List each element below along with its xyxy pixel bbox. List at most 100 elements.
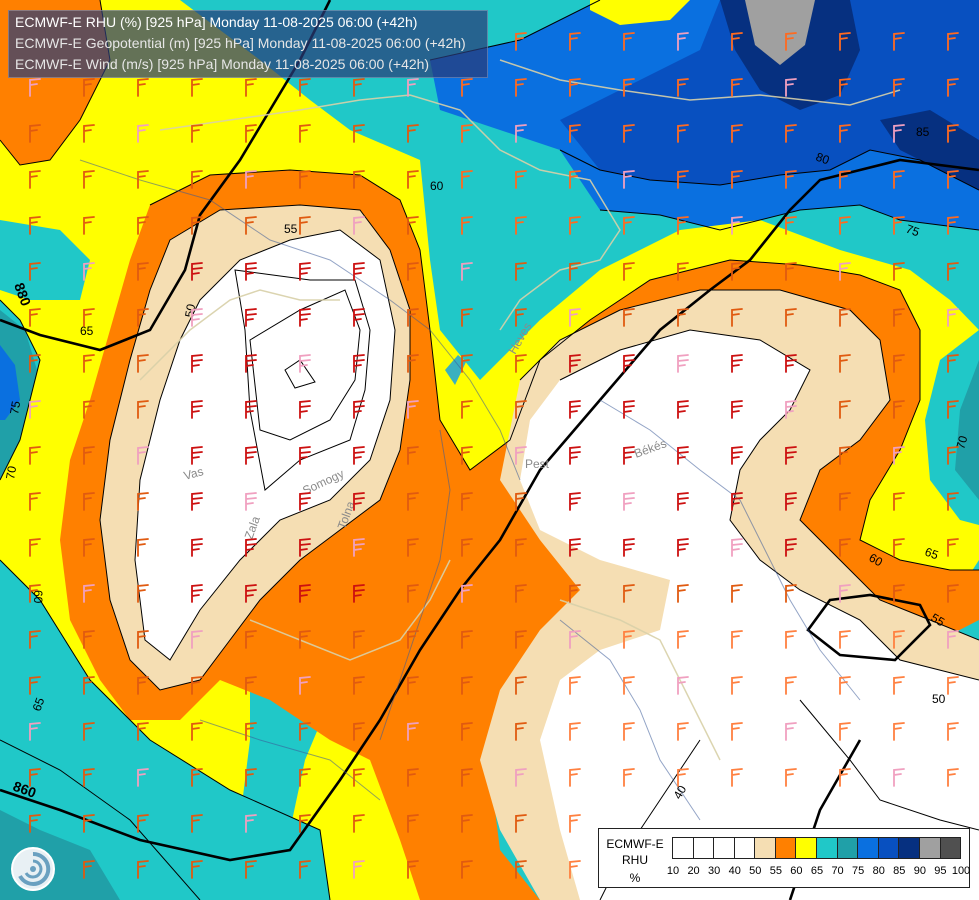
wind-barb	[353, 78, 365, 97]
legend-swatch	[692, 837, 715, 859]
wind-barb	[947, 78, 959, 97]
wind-barb	[83, 538, 95, 557]
wind-barb	[677, 400, 689, 419]
wind-barb	[569, 630, 581, 649]
wind-barb	[353, 400, 365, 419]
legend-tick-label: 40	[728, 865, 741, 877]
wind-barb	[677, 584, 689, 603]
wind-barb	[623, 170, 635, 189]
wind-barb	[461, 308, 473, 327]
wind-barb	[353, 630, 365, 649]
wind-barb	[515, 860, 527, 879]
wind-barb	[299, 262, 311, 281]
wind-barb	[839, 400, 851, 419]
legend-swatch	[672, 837, 694, 859]
wind-barb	[353, 538, 365, 557]
wind-barb	[299, 124, 311, 143]
wind-barb	[839, 32, 851, 51]
wind-barb	[83, 216, 95, 235]
wind-barb	[839, 584, 851, 603]
wind-barb	[353, 170, 365, 189]
wind-barb	[677, 722, 689, 741]
wind-barb	[191, 262, 203, 281]
legend-swatch	[774, 837, 797, 859]
wind-barb	[353, 124, 365, 143]
legend-variable: RHU	[622, 853, 648, 867]
wind-barb	[785, 262, 797, 281]
wind-barb	[569, 170, 581, 189]
wind-barb	[29, 722, 41, 741]
wind-barb	[299, 860, 311, 879]
wind-barb	[893, 630, 905, 649]
wind-barb	[83, 446, 95, 465]
wind-barb	[407, 768, 419, 787]
legend-unit: %	[629, 871, 641, 885]
wind-barb	[137, 860, 149, 879]
wind-barb	[137, 400, 149, 419]
wind-barb	[83, 584, 95, 603]
wind-barb	[299, 814, 311, 833]
wind-barb	[947, 768, 959, 787]
wind-barb	[947, 354, 959, 373]
wind-barb	[839, 630, 851, 649]
wind-barb	[137, 354, 149, 373]
wind-barb	[353, 308, 365, 327]
legend-tick-label: 65	[810, 865, 824, 877]
wind-barb	[731, 722, 743, 741]
wind-barb	[893, 308, 905, 327]
wind-barb	[245, 722, 257, 741]
rivers	[79, 159, 861, 821]
wind-barb	[623, 676, 635, 695]
wind-barb	[245, 584, 257, 603]
wind-barb	[677, 32, 689, 51]
wind-barb	[299, 446, 311, 465]
legend-swatch	[857, 837, 879, 859]
wind-barb	[83, 308, 95, 327]
wind-barb	[407, 722, 419, 741]
wind-barb	[353, 676, 365, 695]
wind-barb	[353, 262, 365, 281]
wind-barb	[29, 124, 41, 143]
wind-barb	[137, 446, 149, 465]
legend-tick-label: 80	[872, 865, 885, 877]
wind-barb	[191, 676, 203, 695]
wind-barb	[83, 676, 95, 695]
wind-barb	[569, 860, 581, 879]
wind-barb	[407, 216, 419, 235]
wind-barb	[947, 446, 959, 465]
wind-barb	[29, 308, 41, 327]
rh-85-area	[560, 0, 979, 190]
wind-barb	[191, 354, 203, 373]
wind-barb	[299, 584, 311, 603]
legend-tick-label: 60	[790, 865, 803, 877]
legend-color-ramp	[672, 837, 962, 859]
wind-barb	[137, 216, 149, 235]
wind-barb	[569, 768, 581, 787]
wind-barb	[461, 722, 473, 741]
wind-barb	[83, 400, 95, 419]
wind-barb	[893, 768, 905, 787]
legend-swatch	[754, 837, 776, 859]
wind-barb	[569, 308, 581, 327]
wind-barb	[947, 584, 959, 603]
wind-barb	[623, 308, 635, 327]
wind-barb	[677, 676, 689, 695]
wind-barb	[785, 676, 797, 695]
wind-barb	[623, 492, 635, 511]
wind-barb	[947, 262, 959, 281]
region-label: Vas	[182, 464, 205, 483]
wind-barb	[83, 768, 95, 787]
legend-tick-label: 90	[913, 865, 926, 877]
wind-barb	[299, 722, 311, 741]
rhu-contour-label: 60	[867, 550, 886, 569]
wind-barb	[839, 308, 851, 327]
rhu-contour-label: 60	[430, 179, 444, 193]
wind-barb	[947, 124, 959, 143]
wind-barb	[299, 78, 311, 97]
wind-barb	[785, 124, 797, 143]
rhu-contour-label: 50	[182, 303, 198, 319]
wind-barb	[245, 676, 257, 695]
rh-65-area-top	[590, 0, 690, 25]
wind-barb	[515, 676, 527, 695]
wind-barb	[407, 354, 419, 373]
